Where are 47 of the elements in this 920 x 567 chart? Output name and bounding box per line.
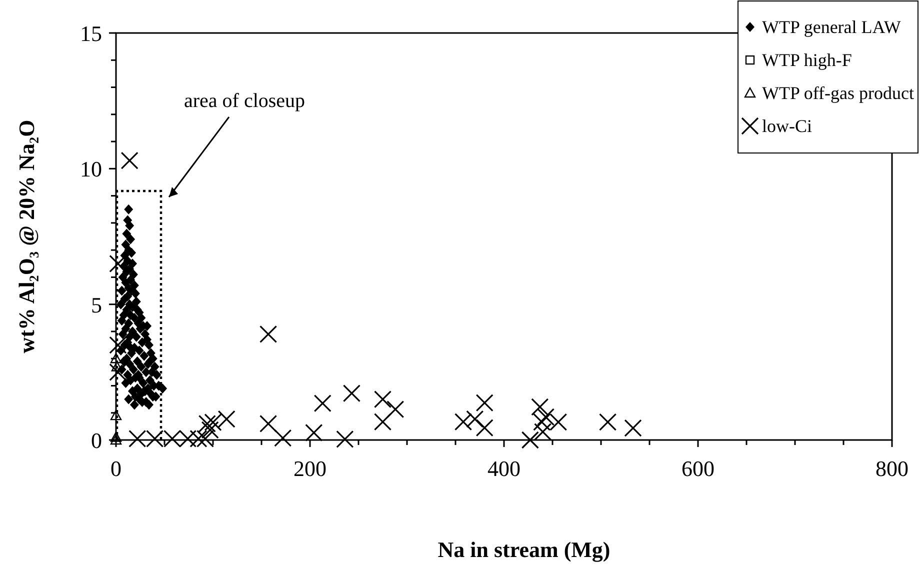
y-axis-title: wt% Al₂O₃ @ 20% Na₂O — [14, 120, 39, 354]
point — [374, 413, 392, 431]
point — [198, 414, 216, 433]
x-tick-label: 0 — [110, 456, 122, 481]
point — [521, 431, 539, 449]
y-tick-label: 15 — [80, 21, 102, 46]
legend-label: low-Ci — [762, 116, 812, 136]
point — [624, 419, 642, 437]
point — [120, 152, 138, 170]
point — [109, 336, 127, 354]
point — [374, 390, 392, 408]
point — [386, 400, 404, 418]
point — [476, 394, 494, 412]
x-tick-label: 600 — [682, 456, 714, 481]
point — [204, 414, 222, 432]
legend-label: WTP off-gas product — [762, 83, 914, 103]
annotation: area of closeup — [184, 90, 306, 112]
point — [598, 413, 617, 431]
point — [109, 363, 127, 381]
legend-label: WTP general LAW — [762, 17, 901, 37]
point — [531, 398, 549, 416]
point — [476, 418, 494, 437]
point — [274, 429, 292, 447]
point — [218, 410, 236, 428]
point — [466, 410, 484, 428]
point — [190, 430, 208, 448]
x-tick-label: 400 — [488, 456, 520, 481]
x-tick-label: 800 — [876, 456, 908, 481]
point — [110, 353, 122, 364]
x-axis-title: Na in stream (Mg) — [438, 537, 610, 562]
point — [110, 434, 122, 445]
point — [259, 414, 278, 433]
y-tick-label: 0 — [91, 428, 102, 453]
point — [110, 410, 122, 420]
y-tick-label: 10 — [80, 156, 102, 182]
legend-label: WTP high-F — [762, 50, 852, 70]
y-tick-label: 5 — [91, 292, 102, 318]
point — [305, 424, 323, 442]
point — [259, 325, 278, 343]
point — [342, 384, 361, 402]
x-tick-label: 200 — [294, 456, 326, 481]
point — [314, 394, 332, 412]
point — [336, 430, 354, 448]
point — [454, 413, 472, 431]
point — [534, 423, 552, 441]
point — [536, 408, 555, 426]
point — [201, 421, 219, 439]
